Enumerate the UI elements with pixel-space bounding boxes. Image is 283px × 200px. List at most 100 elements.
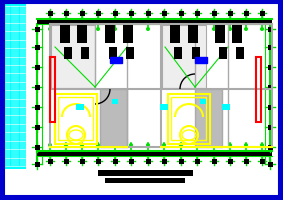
Bar xyxy=(195,90,222,147)
Bar xyxy=(212,159,216,163)
Circle shape xyxy=(64,143,68,147)
Circle shape xyxy=(244,28,248,32)
Bar xyxy=(64,48,72,60)
Bar xyxy=(267,65,273,70)
Bar xyxy=(35,145,40,150)
Bar xyxy=(35,162,40,167)
Circle shape xyxy=(195,143,199,147)
Bar xyxy=(128,11,134,16)
Bar xyxy=(95,159,100,164)
Bar xyxy=(4,5,26,169)
Circle shape xyxy=(48,28,52,32)
Circle shape xyxy=(80,28,84,32)
Bar xyxy=(123,26,133,44)
Bar xyxy=(63,11,68,16)
Bar xyxy=(174,48,182,60)
Bar xyxy=(80,159,85,164)
Bar xyxy=(188,26,198,44)
Bar xyxy=(51,26,95,89)
Bar xyxy=(244,159,248,163)
Bar xyxy=(113,159,117,164)
Bar xyxy=(96,159,100,163)
Bar xyxy=(267,105,273,110)
Bar xyxy=(228,11,233,16)
Bar xyxy=(100,90,127,147)
Bar xyxy=(126,48,134,60)
Bar xyxy=(48,11,53,16)
Bar xyxy=(64,159,68,163)
Bar xyxy=(267,27,273,32)
Circle shape xyxy=(195,28,199,32)
Circle shape xyxy=(244,143,248,147)
Bar xyxy=(179,11,183,16)
Bar xyxy=(260,11,265,16)
Bar xyxy=(109,48,117,60)
Circle shape xyxy=(162,143,166,147)
Bar xyxy=(129,159,133,163)
Circle shape xyxy=(228,28,232,32)
Bar xyxy=(98,170,193,176)
Bar xyxy=(37,20,272,24)
Bar xyxy=(267,125,273,130)
Bar xyxy=(232,26,242,44)
Bar xyxy=(211,11,216,16)
Bar xyxy=(267,45,273,50)
Bar xyxy=(260,159,265,164)
Circle shape xyxy=(179,143,183,147)
Bar xyxy=(113,159,117,163)
Bar xyxy=(267,85,273,90)
Bar xyxy=(267,162,273,167)
Bar xyxy=(35,45,40,50)
Bar xyxy=(228,159,232,163)
Bar xyxy=(128,159,134,164)
Bar xyxy=(81,48,89,60)
Bar xyxy=(162,159,166,163)
Bar xyxy=(256,58,261,122)
Circle shape xyxy=(228,143,232,147)
Bar xyxy=(195,159,199,163)
Bar xyxy=(215,26,225,44)
Bar xyxy=(35,85,40,90)
Bar xyxy=(105,178,185,183)
Bar xyxy=(35,27,40,32)
Bar xyxy=(219,48,227,60)
Bar xyxy=(228,159,233,164)
Circle shape xyxy=(113,28,117,32)
Bar xyxy=(211,159,216,164)
Bar xyxy=(35,125,40,130)
Bar xyxy=(194,11,200,16)
Circle shape xyxy=(129,28,133,32)
Bar xyxy=(267,145,273,150)
Bar xyxy=(58,98,93,140)
Circle shape xyxy=(179,28,183,32)
Bar xyxy=(48,159,52,163)
Bar xyxy=(194,159,200,164)
Circle shape xyxy=(96,143,100,147)
Bar xyxy=(63,159,68,164)
Bar xyxy=(171,98,206,140)
Bar xyxy=(55,95,97,144)
Bar xyxy=(145,159,151,164)
Bar xyxy=(243,11,248,16)
Bar xyxy=(110,58,122,64)
Bar xyxy=(170,26,180,44)
Bar xyxy=(35,105,40,110)
Bar xyxy=(35,65,40,70)
Circle shape xyxy=(260,143,264,147)
Bar xyxy=(179,159,183,163)
Circle shape xyxy=(146,143,150,147)
Bar xyxy=(162,159,166,164)
Bar xyxy=(146,159,150,163)
Bar xyxy=(105,26,115,44)
Bar xyxy=(160,104,168,110)
Circle shape xyxy=(64,28,68,32)
Circle shape xyxy=(113,143,117,147)
Bar xyxy=(192,48,200,60)
Circle shape xyxy=(80,143,84,147)
Circle shape xyxy=(212,143,216,147)
Circle shape xyxy=(96,28,100,32)
Circle shape xyxy=(162,28,166,32)
Bar xyxy=(112,100,118,104)
Bar xyxy=(222,104,230,110)
Circle shape xyxy=(48,143,52,147)
